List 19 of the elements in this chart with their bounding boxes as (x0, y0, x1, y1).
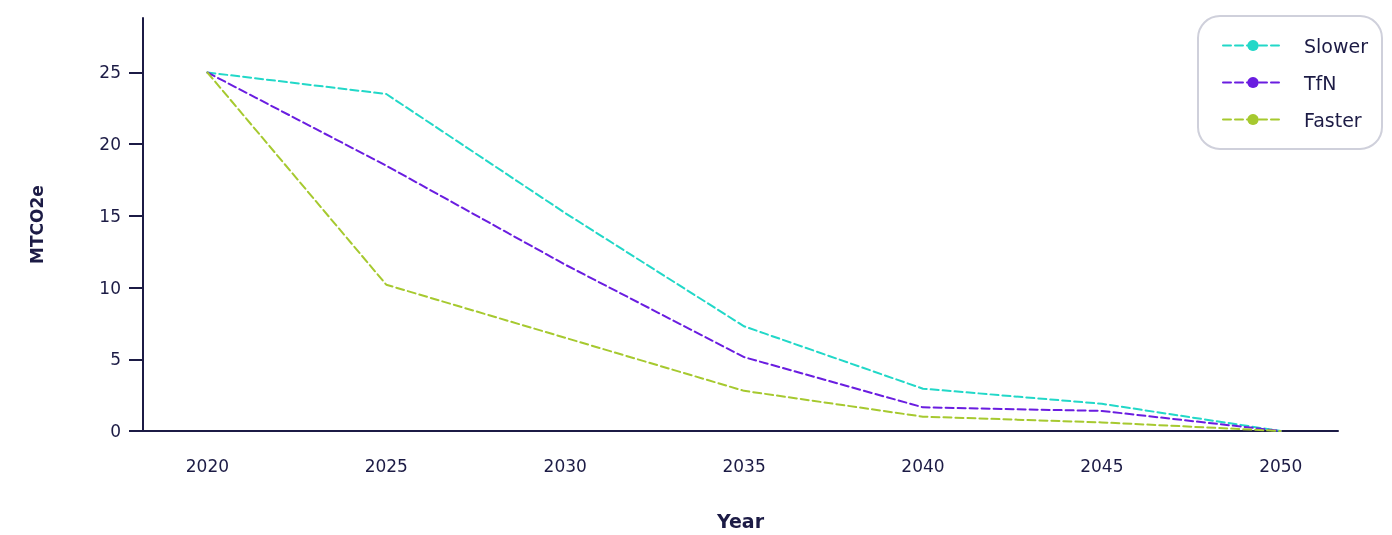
legend-label: Faster (1304, 108, 1362, 131)
x-tick-label: 2025 (364, 455, 408, 476)
y-tick-label: 25 (99, 62, 121, 83)
legend-label: Slower (1304, 34, 1369, 57)
y-tick-label: 15 (99, 205, 121, 226)
y-tick-label: 20 (99, 134, 121, 155)
legend-label: TfN (1303, 71, 1337, 94)
x-tick-label: 2050 (1259, 455, 1303, 476)
y-tick-label: 5 (110, 349, 121, 370)
x-tick-label: 2045 (1080, 455, 1124, 476)
line-series (206, 71, 1282, 432)
x-tick-label: 2035 (722, 455, 766, 476)
y-axis-title: MTCO2e (26, 185, 47, 264)
x-tick-label: 2030 (543, 455, 587, 476)
x-tick-label: 2020 (185, 455, 230, 476)
y-tick-label: 10 (99, 277, 121, 298)
y-tick-label: 0 (110, 421, 121, 441)
x-axis-title: Year (715, 509, 765, 532)
x-tick-label: 2040 (901, 455, 945, 476)
